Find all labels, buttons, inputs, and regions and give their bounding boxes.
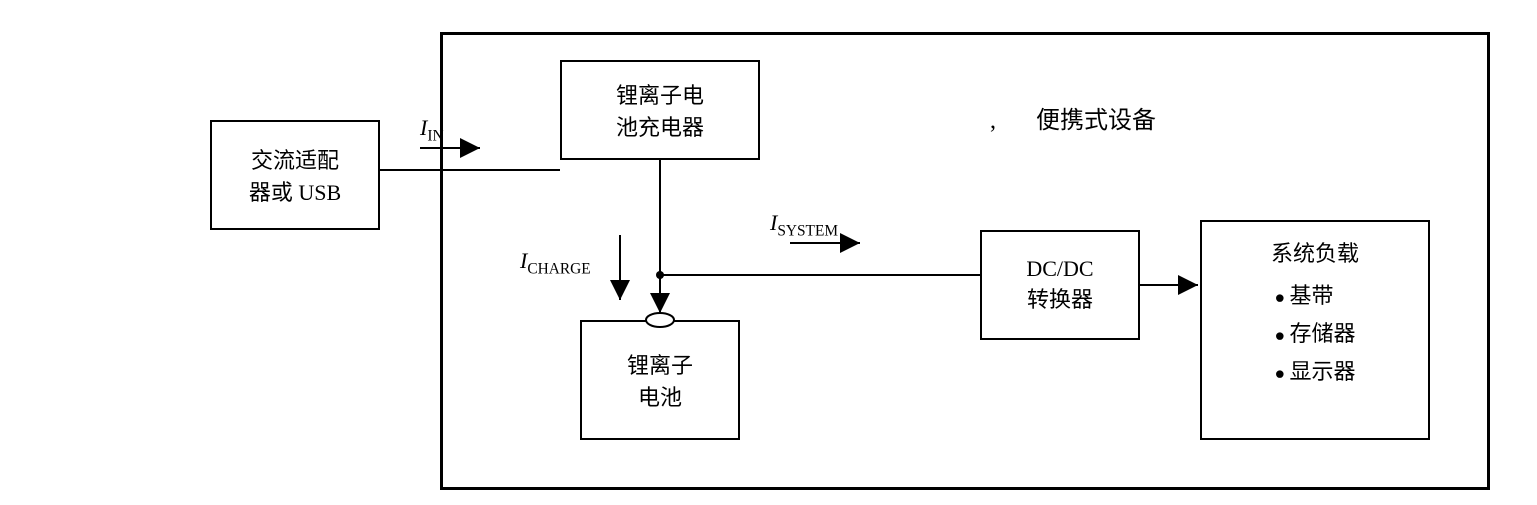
node-load: 系统负载 基带 存储器 显示器 — [1200, 220, 1430, 440]
load-item: 存储器 — [1274, 316, 1355, 348]
node-charger: 锂离子电 池充电器 — [560, 60, 760, 160]
label-i-charge: ICHARGE — [520, 248, 591, 278]
load-item: 显示器 — [1274, 354, 1355, 386]
node-battery: 锂离子 电池 — [580, 320, 740, 440]
node-source: 交流适配 器或 USB — [210, 120, 380, 230]
node-charger-line1: 锂离子电 — [616, 78, 704, 110]
node-battery-line1: 锂离子 — [627, 348, 693, 380]
node-source-line1: 交流适配 — [251, 143, 339, 175]
node-dcdc-line1: DC/DC — [1026, 256, 1093, 282]
node-source-line2: 器或 USB — [249, 175, 341, 207]
label-i-in: IIN — [420, 115, 444, 145]
node-dcdc-line2: 转换器 — [1027, 282, 1093, 314]
node-charger-line2: 池充电器 — [616, 110, 704, 142]
node-load-title: 系统负载 — [1271, 236, 1359, 268]
diagram-canvas: ,便携式设备 交流适配 器或 USB 锂离子电 池充电器 锂离子 电池 DC/D… — [0, 0, 1537, 505]
node-battery-line2: 电池 — [638, 380, 682, 412]
label-i-system: ISYSTEM — [770, 210, 838, 240]
node-dcdc: DC/DC 转换器 — [980, 230, 1140, 340]
device-label: ,便携式设备 — [990, 100, 1156, 135]
load-list: 基带 存储器 显示器 — [1274, 272, 1355, 392]
load-item: 基带 — [1274, 278, 1355, 310]
